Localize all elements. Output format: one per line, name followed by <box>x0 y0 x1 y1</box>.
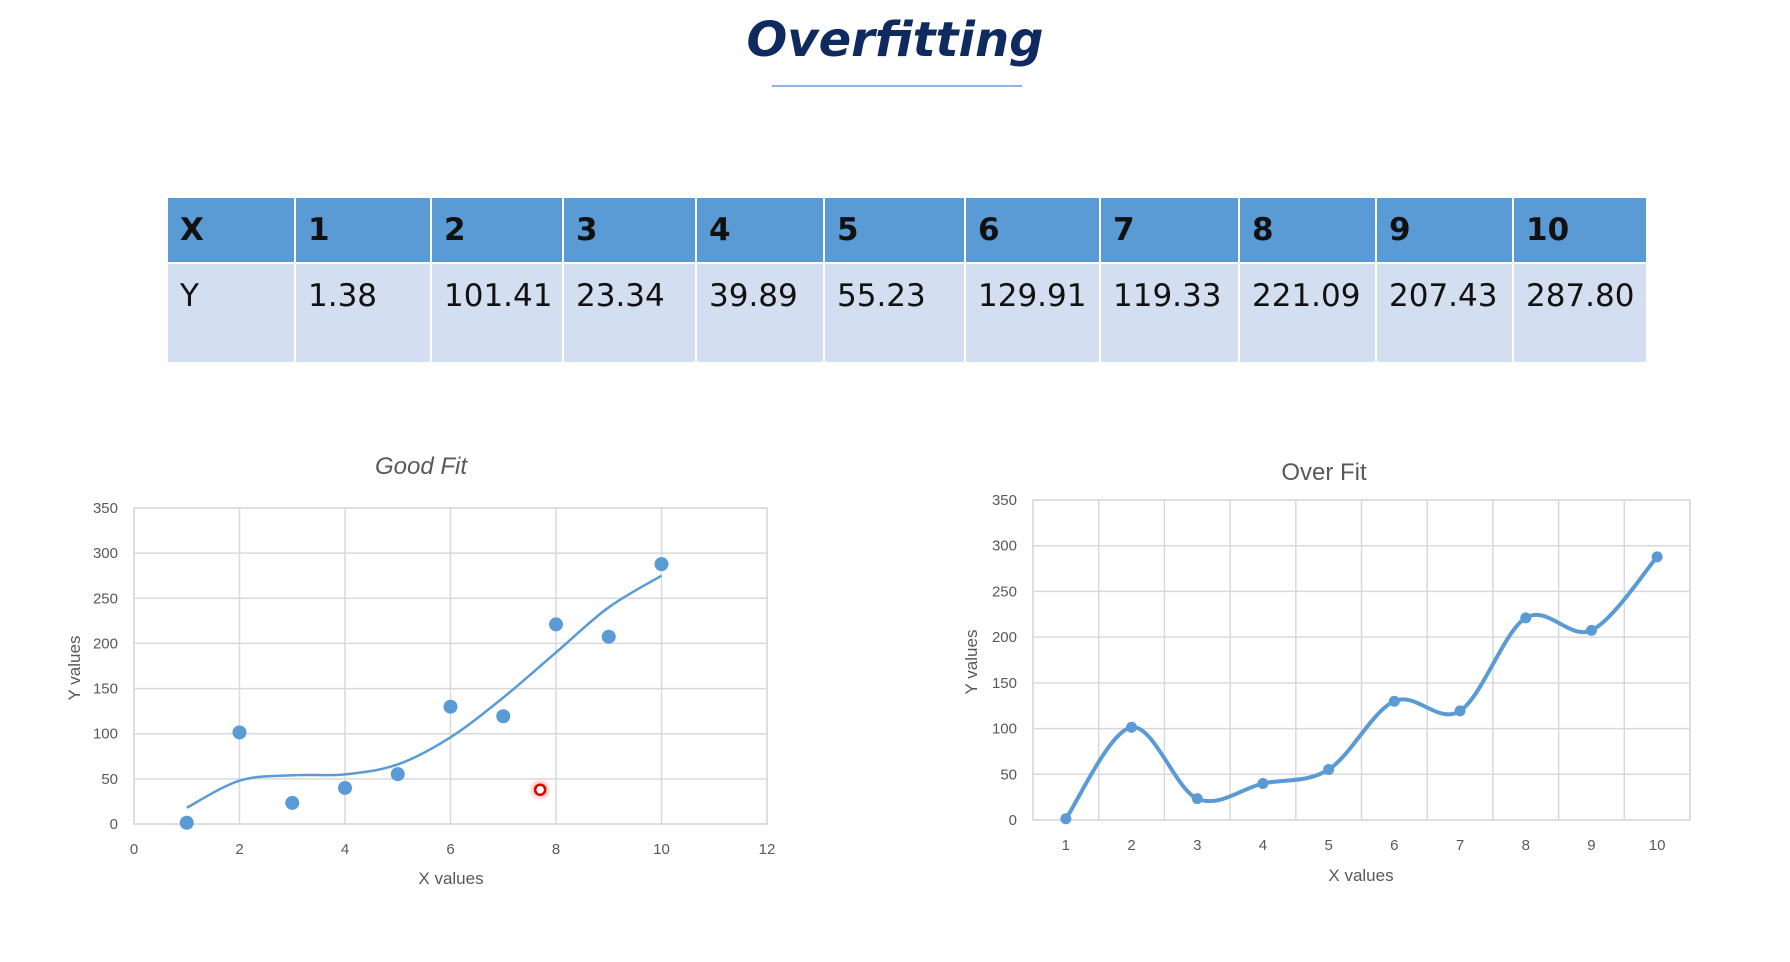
y-tick-label: 50 <box>101 771 118 788</box>
table-header-cell: 7 <box>1099 196 1240 264</box>
y-tick-label: 0 <box>1009 812 1017 829</box>
y-tick-label: 200 <box>992 629 1017 646</box>
x-tick-label: 3 <box>1193 837 1201 854</box>
table-cell: 101.41 <box>430 262 564 364</box>
chart-title: Over Fit <box>1281 459 1367 486</box>
series-line <box>1063 554 1660 821</box>
table-cell: 287.80 <box>1512 262 1648 364</box>
y-tick-label: 200 <box>93 635 118 652</box>
table-header-cell: 6 <box>964 196 1101 264</box>
y-axis-title: Y values <box>65 636 84 701</box>
table-cell: 23.34 <box>562 262 697 364</box>
over-fit-chart: 0 50 100 150 200 250 300 350 1 2 3 4 5 6 7 8 9 10 Over Fit… <box>962 459 1691 885</box>
y-tick-label: 250 <box>93 590 118 607</box>
data-point <box>179 815 194 830</box>
x-tick-label: 0 <box>130 841 138 858</box>
x-tick-label: 10 <box>1649 837 1666 854</box>
x-tick-label: 5 <box>1324 837 1332 854</box>
y-tick-label: 250 <box>992 583 1017 600</box>
y-tick-label: 100 <box>93 726 118 743</box>
table-cell: Y <box>166 262 296 364</box>
table-header-cell: 9 <box>1375 196 1514 264</box>
data-point <box>1191 793 1203 805</box>
table-header-cell: 4 <box>695 196 825 264</box>
y-tick-label: 150 <box>93 681 118 698</box>
table-cell: 221.09 <box>1238 262 1377 364</box>
table-cell: 119.33 <box>1099 262 1240 364</box>
data-point <box>1323 764 1335 776</box>
y-tick-label: 150 <box>992 675 1017 692</box>
table-header-row: X 1 2 3 4 5 6 7 8 9 10 <box>166 196 1648 264</box>
x-tick-label: 2 <box>235 841 243 858</box>
x-tick-label: 6 <box>1390 837 1398 854</box>
data-point <box>1126 721 1138 733</box>
x-axis-title: X values <box>1328 866 1393 885</box>
data-table: X 1 2 3 4 5 6 7 8 9 10 Y 1.38 101.41 23.… <box>166 196 1648 364</box>
x-tick-label: 8 <box>1522 837 1530 854</box>
data-point <box>496 709 511 724</box>
y-tick-label: 350 <box>992 492 1017 509</box>
data-point <box>1651 551 1663 563</box>
data-point <box>601 629 616 644</box>
data-point <box>1520 612 1532 624</box>
y-tick-label: 100 <box>992 721 1017 738</box>
x-tick-label: 4 <box>1259 837 1267 854</box>
table-data-row: Y 1.38 101.41 23.34 39.89 55.23 129.91 1… <box>166 262 1648 364</box>
table-header-cell: 5 <box>823 196 966 264</box>
chart-title: Good Fit <box>375 453 468 480</box>
y-axis-title: Y values <box>962 630 981 695</box>
good-fit-chart: 0 2 4 6 8 10 12 0 50 100 150 200 250 300 350 Good Fit X … <box>65 453 775 888</box>
y-tick-label: 350 <box>93 500 118 517</box>
table-cell: 39.89 <box>695 262 825 364</box>
data-point <box>232 725 247 740</box>
highlight-point <box>533 783 547 796</box>
data-point <box>443 699 458 714</box>
page-title: Overfitting <box>746 12 1044 68</box>
table-cell: 1.38 <box>294 262 432 364</box>
data-point <box>390 767 405 782</box>
data-point <box>1060 813 1072 825</box>
title-underline <box>772 85 1022 87</box>
x-tick-label: 6 <box>446 841 454 858</box>
x-tick-label: 12 <box>759 841 776 858</box>
table-cell: 207.43 <box>1375 262 1514 364</box>
y-tick-label: 300 <box>93 545 118 562</box>
table-header-cell: 3 <box>562 196 697 264</box>
table-header-cell: 8 <box>1238 196 1377 264</box>
data-point <box>549 617 563 632</box>
x-tick-label: 8 <box>552 841 560 858</box>
data-point <box>285 795 300 810</box>
data-point <box>1257 778 1269 790</box>
table-header-cell: 2 <box>430 196 564 264</box>
data-point <box>1454 705 1466 717</box>
y-tick-label: 50 <box>1000 766 1017 783</box>
data-point <box>1388 695 1400 707</box>
table-header-cell: 10 <box>1512 196 1648 264</box>
x-tick-label: 4 <box>341 841 349 858</box>
x-tick-label: 2 <box>1127 837 1135 854</box>
x-axis-title: X values <box>418 869 483 888</box>
x-tick-label: 10 <box>653 841 670 858</box>
trendline <box>186 574 663 809</box>
y-tick-label: 300 <box>992 538 1017 555</box>
x-tick-label: 1 <box>1062 837 1070 854</box>
table-header-cell: 1 <box>294 196 432 264</box>
table-header-cell: X <box>166 196 296 264</box>
x-tick-label: 9 <box>1587 837 1595 854</box>
table-cell: 129.91 <box>964 262 1101 364</box>
y-tick-label: 0 <box>110 816 118 833</box>
data-point <box>1585 624 1597 636</box>
x-tick-label: 7 <box>1456 837 1464 854</box>
table-cell: 55.23 <box>823 262 966 364</box>
data-point <box>338 780 352 795</box>
data-point <box>654 557 669 572</box>
